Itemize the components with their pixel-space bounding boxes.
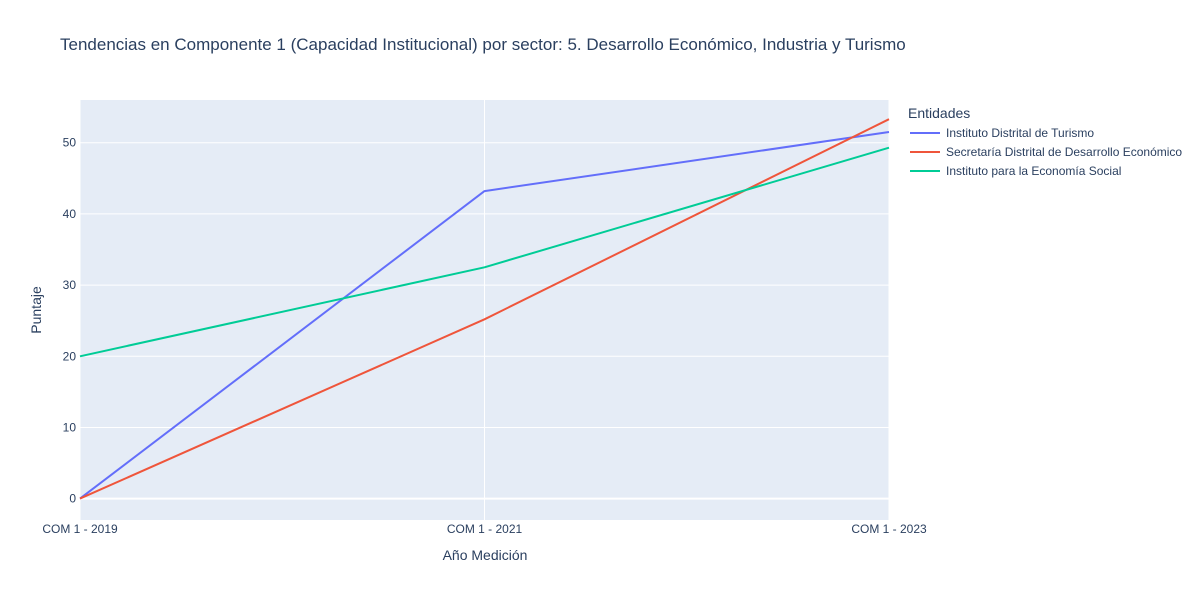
y-axis-title: Puntaje	[28, 286, 44, 334]
x-tick-label: COM 1 - 2023	[851, 522, 927, 536]
y-tick-label: 40	[63, 207, 77, 221]
legend-label: Secretaría Distrital de Desarrollo Econó…	[946, 145, 1182, 159]
y-tick-label: 30	[63, 278, 77, 292]
legend-label: Instituto para la Economía Social	[946, 164, 1121, 178]
legend-item[interactable]: Instituto Distrital de Turismo	[910, 126, 1094, 140]
legend-item[interactable]: Instituto para la Economía Social	[910, 164, 1121, 178]
series-line-0	[79, 131, 890, 500]
y-tick-label: 50	[63, 136, 77, 150]
legend-label: Instituto Distrital de Turismo	[946, 126, 1094, 140]
y-axis-ticks: 0 10 20 30 40 50	[63, 136, 77, 506]
legend-items: Instituto Distrital de Turismo Secretaría…	[910, 126, 1182, 178]
chart-title: Tendencias en Componente 1 (Capacidad In…	[60, 35, 906, 54]
y-tick-label: 0	[69, 492, 76, 506]
x-tick-label: COM 1 - 2019	[42, 522, 118, 536]
legend-item[interactable]: Secretaría Distrital de Desarrollo Econó…	[910, 145, 1182, 159]
grid-lines	[79, 100, 890, 520]
y-tick-label: 10	[63, 420, 77, 434]
series-line-1	[79, 118, 890, 500]
x-axis-title: Año Medición	[443, 547, 528, 563]
legend-title: Entidades	[908, 105, 970, 121]
x-tick-label: COM 1 - 2021	[447, 522, 523, 536]
series-lines	[79, 118, 890, 500]
y-tick-label: 20	[63, 349, 77, 363]
series-line-2	[79, 146, 890, 358]
x-axis-ticks: COM 1 - 2019 COM 1 - 2021 COM 1 - 2023	[42, 522, 927, 536]
legend[interactable]: Entidades Instituto Distrital de Turismo…	[908, 105, 1182, 178]
